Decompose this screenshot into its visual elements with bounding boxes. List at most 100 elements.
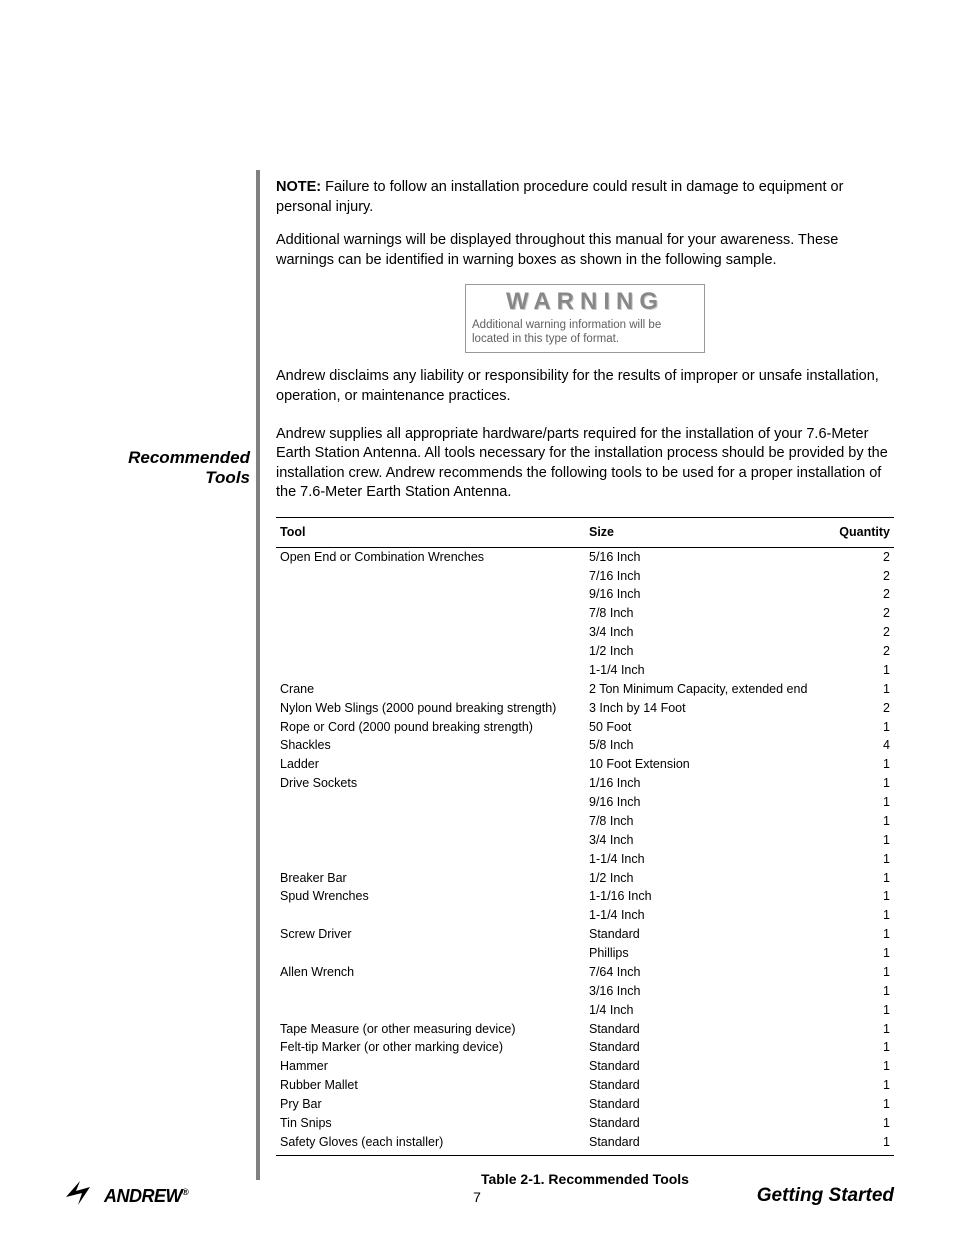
cell-tool <box>276 944 585 963</box>
footer-logo-text: ANDREW <box>104 1186 182 1206</box>
table-row: HammerStandard1 <box>276 1057 894 1076</box>
footer-section-title: Getting Started <box>757 1185 894 1207</box>
table-row: 1-1/4 Inch1 <box>276 906 894 925</box>
cell-qty: 1 <box>832 1057 894 1076</box>
col-header-tool: Tool <box>276 517 585 547</box>
warning-box-title: WARNING <box>472 289 698 315</box>
cell-tool: Hammer <box>276 1057 585 1076</box>
cell-size: 1/2 Inch <box>585 869 832 888</box>
table-row: 3/16 Inch1 <box>276 982 894 1001</box>
col-header-size: Size <box>585 517 832 547</box>
table-row: 7/8 Inch2 <box>276 604 894 623</box>
cell-qty: 1 <box>832 982 894 1001</box>
cell-qty: 1 <box>832 661 894 680</box>
cell-size: Standard <box>585 1038 832 1057</box>
cell-tool: Drive Sockets <box>276 774 585 793</box>
page-content: Recommended Tools NOTE: Failure to follo… <box>60 60 894 1205</box>
cell-size: 7/8 Inch <box>585 812 832 831</box>
cell-tool: Crane <box>276 680 585 699</box>
table-row: Tape Measure (or other measuring device)… <box>276 1020 894 1039</box>
cell-qty: 1 <box>832 1001 894 1020</box>
cell-qty: 1 <box>832 793 894 812</box>
table-row: Rope or Cord (2000 pound breaking streng… <box>276 718 894 737</box>
cell-tool <box>276 623 585 642</box>
tools-intro-paragraph: Andrew supplies all appropriate hardware… <box>276 425 894 503</box>
cell-size: 1-1/4 Inch <box>585 661 832 680</box>
cell-size: 1-1/16 Inch <box>585 887 832 906</box>
table-row: Drive Sockets1/16 Inch1 <box>276 774 894 793</box>
table-row: Felt-tip Marker (or other marking device… <box>276 1038 894 1057</box>
cell-qty: 1 <box>832 774 894 793</box>
cell-tool: Allen Wrench <box>276 963 585 982</box>
cell-size: 3/4 Inch <box>585 623 832 642</box>
cell-size: 1-1/4 Inch <box>585 850 832 869</box>
table-row: 1/2 Inch2 <box>276 642 894 661</box>
cell-tool: Felt-tip Marker (or other marking device… <box>276 1038 585 1057</box>
cell-qty: 1 <box>832 1076 894 1095</box>
cell-qty: 2 <box>832 623 894 642</box>
table-row: 7/8 Inch1 <box>276 812 894 831</box>
cell-qty: 1 <box>832 963 894 982</box>
cell-tool <box>276 850 585 869</box>
cell-qty: 1 <box>832 1133 894 1155</box>
cell-qty: 1 <box>832 906 894 925</box>
table-row: Ladder10 Foot Extension1 <box>276 755 894 774</box>
cell-tool <box>276 642 585 661</box>
table-row: Breaker Bar1/2 Inch1 <box>276 869 894 888</box>
table-row: Screw DriverStandard1 <box>276 925 894 944</box>
cell-size: Standard <box>585 1020 832 1039</box>
cell-tool <box>276 906 585 925</box>
cell-size: 1/16 Inch <box>585 774 832 793</box>
cell-size: Standard <box>585 1133 832 1155</box>
cell-qty: 1 <box>832 718 894 737</box>
cell-size: 5/8 Inch <box>585 736 832 755</box>
cell-tool: Screw Driver <box>276 925 585 944</box>
cell-size: 10 Foot Extension <box>585 755 832 774</box>
cell-qty: 2 <box>832 699 894 718</box>
cell-qty: 1 <box>832 812 894 831</box>
table-row: Pry BarStandard1 <box>276 1095 894 1114</box>
cell-qty: 1 <box>832 1020 894 1039</box>
disclaimer-paragraph: Andrew disclaims any liability or respon… <box>276 367 894 406</box>
footer-logo: ANDREW® <box>60 1179 188 1207</box>
cell-qty: 1 <box>832 850 894 869</box>
cell-tool <box>276 831 585 850</box>
table-row: Shackles5/8 Inch4 <box>276 736 894 755</box>
lightning-icon <box>60 1179 104 1207</box>
cell-tool: Nylon Web Slings (2000 pound breaking st… <box>276 699 585 718</box>
table-row: 1/4 Inch1 <box>276 1001 894 1020</box>
cell-size: 50 Foot <box>585 718 832 737</box>
cell-tool <box>276 793 585 812</box>
cell-size: 7/64 Inch <box>585 963 832 982</box>
cell-tool: Ladder <box>276 755 585 774</box>
cell-tool: Tape Measure (or other measuring device) <box>276 1020 585 1039</box>
cell-tool <box>276 812 585 831</box>
cell-size: Standard <box>585 1076 832 1095</box>
col-header-qty: Quantity <box>832 517 894 547</box>
cell-size: 1/4 Inch <box>585 1001 832 1020</box>
cell-tool <box>276 982 585 1001</box>
table-row: Phillips1 <box>276 944 894 963</box>
cell-size: 5/16 Inch <box>585 547 832 566</box>
warning-box-text: Additional warning information will be l… <box>472 318 698 347</box>
cell-tool: Spud Wrenches <box>276 887 585 906</box>
recommended-tools-table: Tool Size Quantity Open End or Combinati… <box>276 517 894 1156</box>
cell-qty: 1 <box>832 1038 894 1057</box>
table-row: 9/16 Inch1 <box>276 793 894 812</box>
cell-qty: 2 <box>832 547 894 566</box>
table-row: 1-1/4 Inch1 <box>276 661 894 680</box>
note-paragraph: NOTE: Failure to follow an installation … <box>276 178 894 217</box>
cell-qty: 1 <box>832 755 894 774</box>
cell-tool <box>276 604 585 623</box>
vertical-divider <box>256 170 260 1180</box>
table-header-row: Tool Size Quantity <box>276 517 894 547</box>
page-footer: ANDREW® 7 Getting Started <box>60 1167 894 1207</box>
cell-size: 1/2 Inch <box>585 642 832 661</box>
note-label: NOTE: <box>276 179 321 195</box>
cell-size: Standard <box>585 925 832 944</box>
cell-tool <box>276 1001 585 1020</box>
cell-size: 7/16 Inch <box>585 567 832 586</box>
cell-qty: 2 <box>832 642 894 661</box>
note-text: Failure to follow an installation proced… <box>276 179 843 215</box>
cell-qty: 1 <box>832 869 894 888</box>
